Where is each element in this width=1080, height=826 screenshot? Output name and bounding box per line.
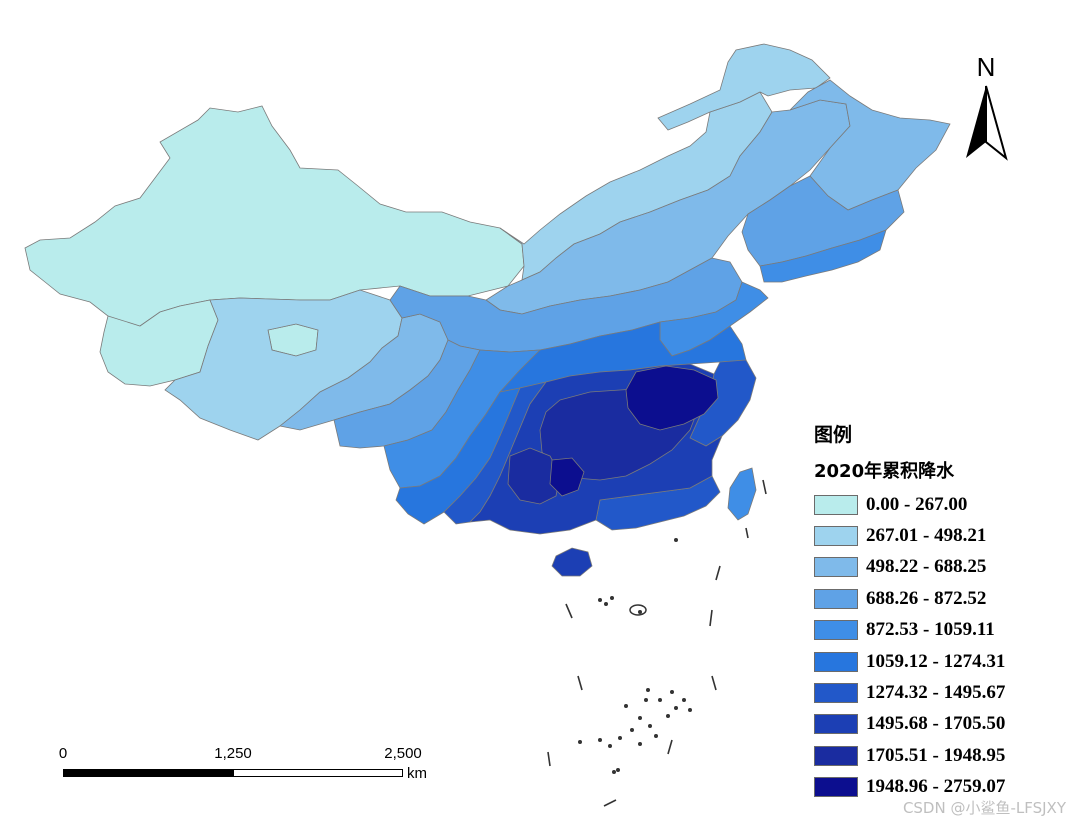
island-mark bbox=[688, 708, 692, 712]
boundary-dash bbox=[711, 675, 717, 691]
region-class-3-northeast-core bbox=[741, 175, 905, 267]
legend-row: 688.26 - 872.52 bbox=[814, 583, 1054, 614]
legend-label: 872.53 - 1059.11 bbox=[866, 619, 995, 641]
legend-label: 1059.12 - 1274.31 bbox=[866, 650, 1006, 672]
region-class-2-northeast bbox=[789, 79, 951, 211]
legend-swatch bbox=[814, 651, 858, 672]
legend-row: 498.22 - 688.25 bbox=[814, 552, 1054, 583]
scale-unit: km bbox=[407, 765, 427, 782]
boundary-dash bbox=[577, 675, 583, 691]
legend-subtitle: 2020年累积降水 bbox=[814, 461, 955, 482]
boundary-dash bbox=[762, 479, 767, 495]
legend-swatch bbox=[814, 777, 858, 798]
north-label: N bbox=[976, 52, 996, 82]
island-mark bbox=[638, 610, 642, 614]
boundary-dash bbox=[715, 565, 721, 581]
region-class-7-hainan bbox=[551, 547, 593, 577]
region-class-1-north-heilongjiang bbox=[657, 43, 831, 131]
boundary-dash bbox=[565, 603, 573, 619]
island-mark bbox=[648, 724, 652, 728]
scale-tick-1: 1,250 bbox=[214, 745, 252, 762]
scale-tick-0: 0 bbox=[58, 745, 68, 762]
scale-tick-2: 2,500 bbox=[384, 745, 422, 762]
island-mark bbox=[604, 602, 608, 606]
legend-swatch bbox=[814, 557, 858, 578]
boundary-dash bbox=[547, 751, 551, 767]
scale-segment-filled bbox=[63, 769, 233, 777]
legend-swatch bbox=[814, 714, 858, 735]
north-arrow: N bbox=[958, 52, 1014, 164]
scale-segment-empty bbox=[233, 769, 403, 777]
boundary-dash bbox=[667, 739, 673, 755]
legend-label: 498.22 - 688.25 bbox=[866, 556, 987, 578]
legend-row: 1274.32 - 1495.67 bbox=[814, 677, 1054, 708]
legend-label: 1274.32 - 1495.67 bbox=[866, 682, 1006, 704]
island-mark bbox=[682, 698, 686, 702]
island-mark bbox=[638, 716, 642, 720]
legend-label: 1705.51 - 1948.95 bbox=[866, 744, 1006, 766]
boundary-dash bbox=[603, 799, 617, 807]
island-mark bbox=[578, 740, 582, 744]
region-class-9-guangxi-core bbox=[549, 457, 585, 497]
region-class-4-liaoning bbox=[759, 229, 887, 283]
scale-bar: 0 1,250 2,500 km bbox=[55, 745, 455, 785]
region-class-9-core bbox=[625, 365, 719, 431]
island-mark bbox=[630, 728, 634, 732]
north-arrow-icon bbox=[966, 85, 1008, 161]
island-mark bbox=[598, 738, 602, 742]
island-mark bbox=[618, 736, 622, 740]
south-china-sea-islands bbox=[547, 479, 767, 807]
legend-label: 267.01 - 498.21 bbox=[866, 525, 987, 547]
precipitation-regions bbox=[24, 43, 951, 577]
legend-title: 图例 bbox=[814, 424, 853, 446]
legend-swatch bbox=[814, 526, 858, 547]
island-mark bbox=[674, 538, 678, 542]
island-mark bbox=[638, 742, 642, 746]
island-mark bbox=[624, 704, 628, 708]
legend-label: 1948.96 - 2759.07 bbox=[866, 776, 1006, 798]
legend-swatch bbox=[814, 494, 858, 515]
island-mark bbox=[598, 598, 602, 602]
legend-label: 1495.68 - 1705.50 bbox=[866, 713, 1006, 735]
legend-swatch bbox=[814, 745, 858, 766]
map-legend: 图例 2020年累积降水 0.00 - 267.00 267.01 - 498.… bbox=[814, 420, 1054, 803]
island-mark bbox=[646, 688, 650, 692]
legend-row: 1705.51 - 1948.95 bbox=[814, 740, 1054, 771]
island-mark bbox=[674, 706, 678, 710]
legend-swatch bbox=[814, 683, 858, 704]
legend-row: 872.53 - 1059.11 bbox=[814, 615, 1054, 646]
legend-row: 1948.96 - 2759.07 bbox=[814, 772, 1054, 803]
legend-row: 0.00 - 267.00 bbox=[814, 489, 1054, 520]
boundary-dash bbox=[709, 609, 713, 627]
island-mark bbox=[654, 734, 658, 738]
island-mark bbox=[644, 698, 648, 702]
island-mark bbox=[658, 698, 662, 702]
island-mark bbox=[616, 768, 620, 772]
island-mark bbox=[610, 596, 614, 600]
island-mark bbox=[666, 714, 670, 718]
island-mark bbox=[612, 770, 616, 774]
boundary-dash bbox=[745, 527, 749, 539]
legend-row: 267.01 - 498.21 bbox=[814, 520, 1054, 551]
island-mark bbox=[670, 690, 674, 694]
legend-label: 688.26 - 872.52 bbox=[866, 587, 987, 609]
legend-swatch bbox=[814, 588, 858, 609]
watermark: CSDN @小鲨鱼-LFSJXY bbox=[902, 799, 1066, 817]
region-class-4-taiwan bbox=[727, 467, 757, 521]
legend-label: 0.00 - 267.00 bbox=[866, 493, 968, 515]
legend-rows: 0.00 - 267.00 267.01 - 498.21 498.22 - 6… bbox=[814, 489, 1054, 803]
legend-row: 1495.68 - 1705.50 bbox=[814, 709, 1054, 740]
island-mark bbox=[608, 744, 612, 748]
island-mark bbox=[629, 604, 647, 616]
legend-row: 1059.12 - 1274.31 bbox=[814, 646, 1054, 677]
legend-swatch bbox=[814, 620, 858, 641]
region-class-8-guangxi bbox=[507, 447, 561, 505]
